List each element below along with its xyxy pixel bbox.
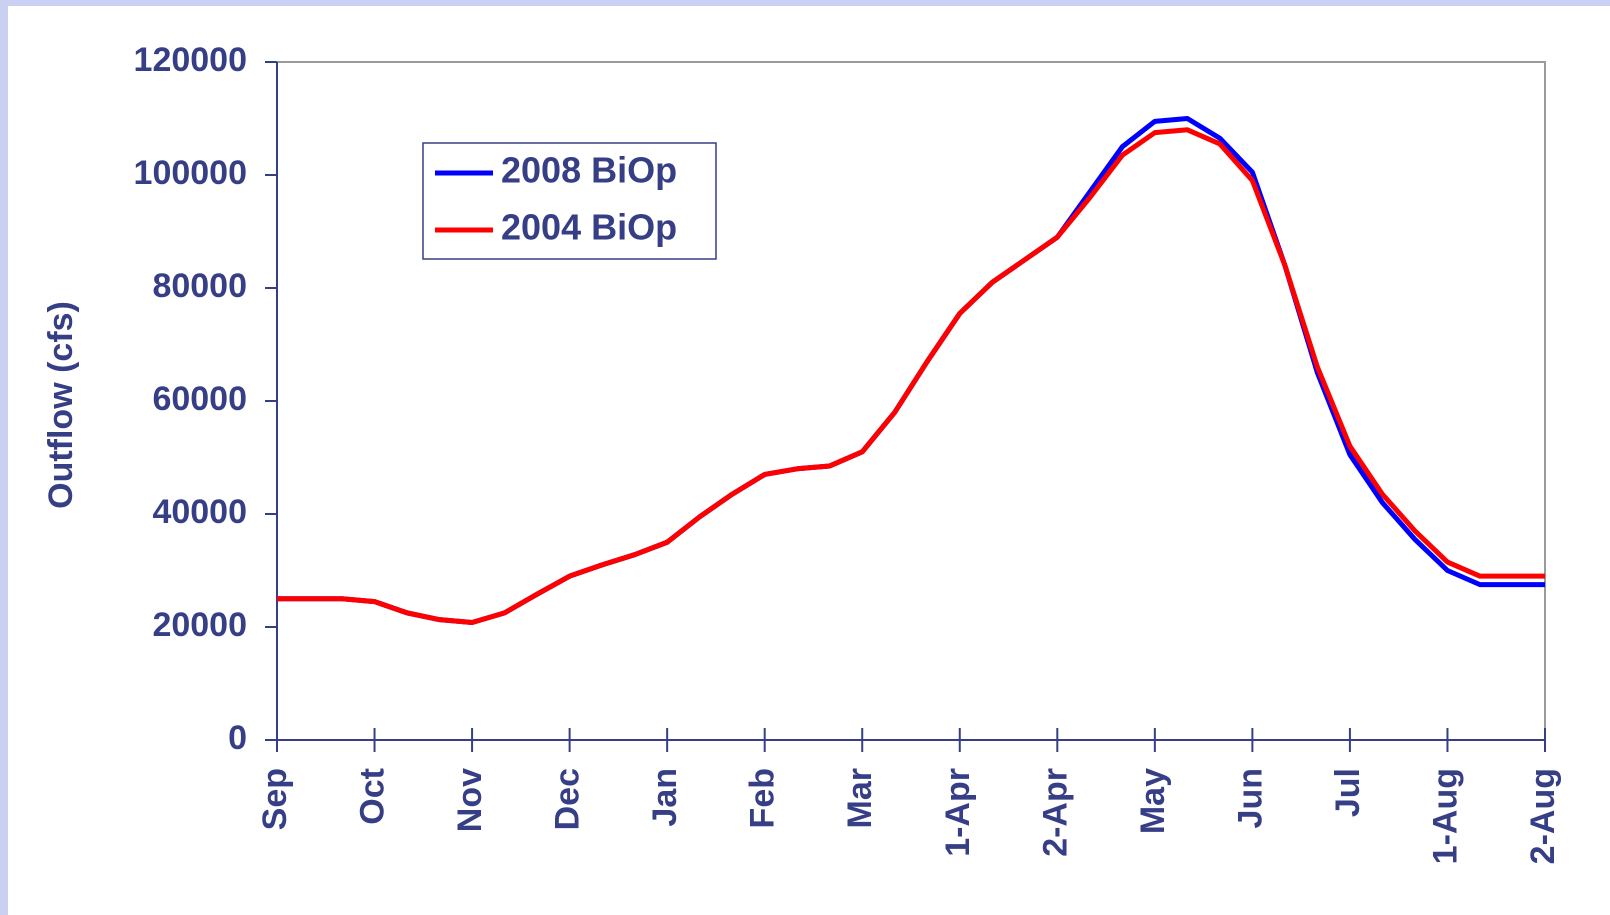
plot-frame (277, 61, 1546, 740)
x-tick-label: Mar (841, 768, 879, 828)
y-tick-label: 20000 (152, 606, 247, 644)
y-tick-label: 0 (228, 719, 247, 757)
y-tick-label: 40000 (152, 493, 247, 531)
x-tick-label: 2-Aug (1524, 768, 1562, 864)
x-tick-label: Jul (1329, 768, 1367, 817)
x-tick-label: Feb (744, 768, 782, 828)
background-panel (8, 6, 1610, 915)
x-tick-label: May (1134, 768, 1172, 834)
y-tick-label: 60000 (152, 380, 247, 418)
x-tick-label: Nov (451, 768, 489, 832)
x-tick-label: Oct (354, 768, 392, 825)
x-tick-label: 1-Apr (939, 768, 977, 857)
legend-label: 2004 BiOp (501, 207, 677, 248)
x-tick-label: Jun (1231, 768, 1269, 828)
x-tick-label: Dec (549, 768, 587, 830)
x-tick-label: Jan (646, 768, 684, 827)
x-tick-label: 1-Aug (1426, 768, 1464, 864)
y-axis-title: Outflow (cfs) (42, 301, 80, 509)
y-tick-label: 100000 (134, 154, 247, 192)
y-tick-label: 120000 (134, 41, 247, 79)
y-tick-label: 80000 (152, 267, 247, 305)
legend-box (422, 142, 717, 260)
legend-label: 2008 BiOp (501, 150, 677, 191)
series-line (277, 127, 1545, 625)
x-tick-label: Sep (256, 768, 294, 830)
x-tick-label: 2-Apr (1036, 768, 1074, 857)
